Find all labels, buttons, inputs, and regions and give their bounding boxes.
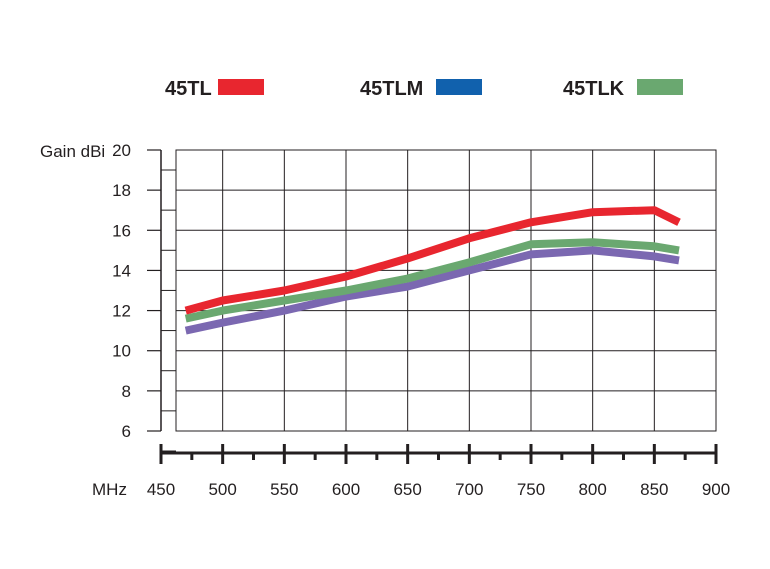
plot-grid <box>175 149 717 432</box>
series-line-45tlm <box>184 246 680 335</box>
legend-swatch-45tl <box>218 79 264 95</box>
x-tick-label-700: 700 <box>455 480 483 499</box>
legend-label-45tlm: 45TLM <box>360 78 423 100</box>
x-tick-label-450: 450 <box>147 480 175 499</box>
series-lines <box>184 206 681 335</box>
plot-frame <box>175 149 717 432</box>
legend-label-45tl: 45TL <box>165 78 212 100</box>
legend-swatch-45tlk <box>637 79 683 95</box>
x-tick-label-800: 800 <box>578 480 606 499</box>
x-tick-label-850: 850 <box>640 480 668 499</box>
y-tick-label-10: 10 <box>112 342 131 361</box>
y-axis-title: Gain dBi <box>40 142 105 161</box>
x-tick-label-550: 550 <box>270 480 298 499</box>
y-tick-label-20: 20 <box>112 141 131 160</box>
y-tick-label-18: 18 <box>112 181 131 200</box>
legend: 45TL 45TLM 45TLK <box>165 78 683 100</box>
x-axis-unit-label: MHz <box>92 480 127 499</box>
x-tick-label-750: 750 <box>517 480 545 499</box>
y-tick-label-12: 12 <box>112 302 131 321</box>
y-tick-label-14: 14 <box>112 261 131 280</box>
x-tick-label-650: 650 <box>393 480 421 499</box>
y-tick-label-16: 16 <box>112 221 131 240</box>
x-tick-label-900: 900 <box>702 480 730 499</box>
y-tick-label-8: 8 <box>122 382 131 401</box>
series-line-45tl <box>184 206 681 315</box>
y-tick-label-6: 6 <box>122 422 131 441</box>
x-tick-label-600: 600 <box>332 480 360 499</box>
legend-label-45tlk: 45TLK <box>563 78 625 100</box>
axes: 6 8 10 12 14 16 18 20 450 500 550 600 650 700 750 800 85… <box>112 141 730 499</box>
legend-swatch-45tlm <box>436 79 482 95</box>
series-line-45tlk <box>184 238 680 323</box>
x-tick-label-500: 500 <box>208 480 236 499</box>
